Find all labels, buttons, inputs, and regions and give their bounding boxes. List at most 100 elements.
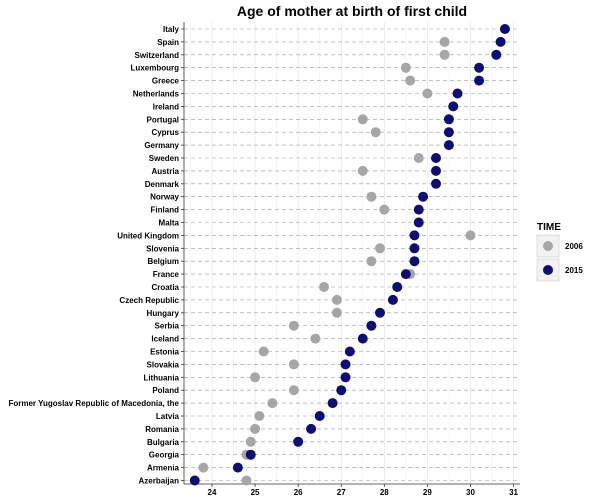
point-2015-latvia bbox=[314, 411, 325, 421]
y-tick-label-estonia: Estonia bbox=[150, 348, 179, 357]
y-tick-label-latvia: Latvia bbox=[156, 412, 180, 421]
point-2015-luxembourg bbox=[474, 62, 485, 73]
point-2006-slovenia bbox=[375, 243, 385, 254]
legend: TIME 2006 2015 bbox=[536, 222, 583, 282]
point-2015-azerbaijan bbox=[189, 475, 200, 486]
point-2006-austria bbox=[357, 165, 368, 176]
x-tick-label: 30 bbox=[466, 488, 475, 497]
y-tick-label-switzerland: Switzerland bbox=[135, 51, 180, 60]
point-2006-greece bbox=[405, 75, 416, 86]
point-2006-azerbaijan bbox=[241, 475, 252, 486]
plot-background bbox=[184, 22, 520, 484]
x-tick-label: 29 bbox=[423, 488, 432, 497]
point-2006-lithuania bbox=[250, 372, 261, 383]
y-tick-label-austria: Austria bbox=[151, 167, 179, 176]
point-2015-austria bbox=[431, 165, 441, 176]
point-2015-hungary bbox=[375, 307, 385, 318]
chart-title: Age of mother at birth of first child bbox=[237, 3, 467, 19]
y-tick-label-azerbaijan: Azerbaijan bbox=[139, 477, 180, 486]
y-tick-label-poland: Poland bbox=[152, 386, 179, 395]
y-tick-label-france: France bbox=[153, 270, 180, 279]
y-tick-label-spain: Spain bbox=[157, 38, 179, 47]
y-tick-label-slovakia: Slovakia bbox=[147, 360, 180, 369]
point-2015-germany bbox=[443, 140, 454, 151]
point-2006-estonia bbox=[258, 346, 269, 357]
y-tick-label-norway: Norway bbox=[150, 193, 179, 202]
y-tick-label-czech-republic: Czech Republic bbox=[119, 296, 179, 305]
point-2015-poland bbox=[336, 385, 347, 396]
point-2006-armenia bbox=[198, 462, 209, 473]
y-tick-label-lithuania: Lithuania bbox=[143, 373, 179, 382]
point-2006-luxembourg bbox=[400, 62, 411, 73]
y-tick-label-hungary: Hungary bbox=[147, 309, 180, 318]
y-tick-label-slovenia: Slovenia bbox=[146, 244, 179, 253]
point-2015-estonia bbox=[344, 346, 355, 357]
point-2006-belgium bbox=[366, 256, 377, 267]
point-2006-norway bbox=[366, 191, 377, 202]
x-tick-label: 27 bbox=[337, 488, 346, 497]
y-tick-label-former-yugoslav-republic-of-macedonia-the: Former Yugoslav Republic of Macedonia, t… bbox=[8, 399, 179, 408]
y-tick-label-luxembourg: Luxembourg bbox=[131, 64, 180, 73]
point-2015-united-kingdom bbox=[409, 230, 420, 241]
point-2006-finland bbox=[379, 204, 390, 215]
point-2006-bulgaria bbox=[245, 436, 256, 447]
y-tick-label-armenia: Armenia bbox=[147, 464, 180, 473]
point-2015-former-yugoslav-republic-of-macedonia-the bbox=[327, 398, 338, 409]
point-2015-serbia bbox=[366, 320, 377, 331]
point-2006-former-yugoslav-republic-of-macedonia-the bbox=[267, 398, 278, 409]
plot-area: Italy Spain Switzerland Luxembourg Greece Net… bbox=[8, 22, 520, 497]
point-2015-bulgaria bbox=[293, 436, 304, 447]
point-2006-czech-republic bbox=[331, 294, 342, 305]
point-2015-belgium bbox=[409, 256, 420, 267]
point-2015-cyprus bbox=[443, 127, 454, 138]
point-2015-sweden bbox=[431, 153, 441, 163]
point-2015-slovakia bbox=[340, 359, 351, 370]
point-2006-poland bbox=[288, 385, 299, 396]
point-2015-france bbox=[400, 269, 411, 280]
y-tick-label-bulgaria: Bulgaria bbox=[147, 438, 180, 447]
point-2006-croatia bbox=[319, 282, 329, 292]
y-tick-label-belgium: Belgium bbox=[147, 257, 179, 266]
y-tick-label-finland: Finland bbox=[151, 206, 180, 215]
point-2006-spain bbox=[439, 36, 450, 47]
point-2015-armenia bbox=[232, 462, 243, 473]
point-2015-georgia bbox=[245, 449, 256, 460]
y-tick-label-serbia: Serbia bbox=[155, 322, 180, 331]
point-2015-italy bbox=[499, 24, 510, 34]
y-tick-label-italy: Italy bbox=[163, 25, 180, 34]
point-2006-slovakia bbox=[288, 359, 299, 370]
point-2015-greece bbox=[474, 75, 485, 86]
point-2015-ireland bbox=[448, 101, 459, 112]
point-2015-iceland bbox=[357, 333, 368, 344]
point-2006-sweden bbox=[413, 153, 424, 163]
y-tick-label-georgia: Georgia bbox=[149, 451, 180, 460]
point-2006-romania bbox=[250, 423, 261, 434]
y-tick-label-portugal: Portugal bbox=[147, 115, 179, 124]
x-tick-label: 26 bbox=[294, 488, 303, 497]
y-tick-label-united-kingdom: United Kingdom bbox=[117, 231, 179, 240]
point-2006-latvia bbox=[254, 411, 265, 421]
point-2006-switzerland bbox=[439, 49, 450, 60]
point-2015-netherlands bbox=[452, 88, 463, 99]
point-2006-hungary bbox=[331, 307, 342, 318]
y-tick-label-germany: Germany bbox=[144, 141, 179, 150]
y-tick-label-iceland: Iceland bbox=[151, 335, 179, 344]
point-2006-united-kingdom bbox=[465, 230, 476, 241]
legend-key-2006 bbox=[543, 241, 553, 251]
point-2006-iceland bbox=[310, 333, 321, 344]
point-2015-czech-republic bbox=[387, 294, 398, 305]
point-2015-malta bbox=[413, 217, 424, 228]
y-tick-label-ireland: Ireland bbox=[153, 102, 179, 111]
x-tick-label: 31 bbox=[509, 488, 518, 497]
y-tick-label-romania: Romania bbox=[145, 425, 179, 434]
y-tick-label-denmark: Denmark bbox=[145, 180, 180, 189]
point-2015-portugal bbox=[443, 114, 454, 125]
point-2015-slovenia bbox=[409, 243, 420, 254]
y-tick-label-netherlands: Netherlands bbox=[133, 90, 180, 99]
legend-title: TIME bbox=[537, 222, 561, 233]
point-2015-romania bbox=[306, 423, 317, 434]
point-2015-switzerland bbox=[491, 49, 502, 60]
point-2015-spain bbox=[495, 36, 506, 47]
legend-label-2015: 2015 bbox=[565, 266, 583, 275]
